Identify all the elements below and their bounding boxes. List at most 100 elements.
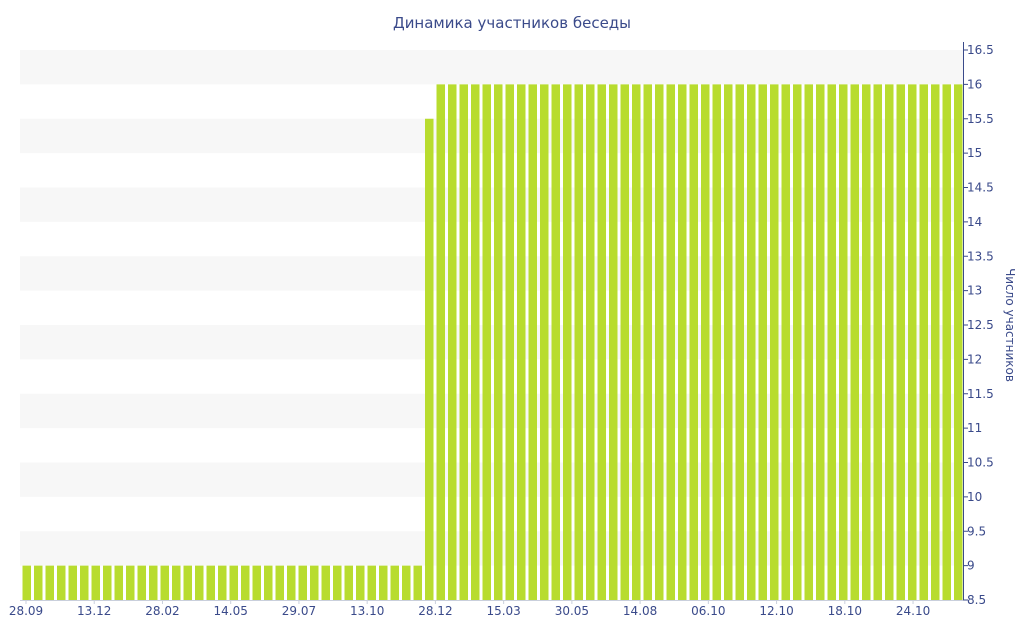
x-tick-label: 12.10 [759,604,793,618]
bar[interactable] [574,84,584,601]
bar[interactable] [172,565,181,601]
bar[interactable] [241,565,250,601]
bar[interactable] [287,565,296,601]
y-tick-label: 14.5 [967,181,994,195]
bar[interactable] [275,565,285,601]
bar[interactable] [609,84,618,601]
x-tick-label: 24.10 [896,604,930,618]
bar[interactable] [218,565,227,601]
bar[interactable] [655,84,664,601]
bar[interactable] [471,84,480,601]
bar[interactable] [885,84,894,601]
bar[interactable] [540,84,549,601]
bar[interactable] [482,84,492,601]
bar[interactable] [931,84,940,601]
bar[interactable] [390,565,400,601]
bar[interactable] [413,565,423,601]
bar[interactable] [45,565,54,601]
bar[interactable] [310,565,319,601]
bar[interactable] [264,565,273,601]
x-tick-label: 06.10 [691,604,725,618]
bar[interactable] [816,84,825,601]
bar[interactable] [206,565,216,601]
bar[interactable] [942,84,952,601]
bar[interactable] [804,84,814,601]
y-tick-label: 10 [967,490,982,504]
x-tick-label: 13.12 [77,604,111,618]
y-tick-label: 9.5 [967,524,986,538]
x-tick-label: 30.05 [555,604,589,618]
bar[interactable] [758,84,768,601]
y-tick-label: 15 [967,146,982,160]
bar[interactable] [678,84,687,601]
x-tick-label: 28.02 [145,604,179,618]
bar[interactable] [298,565,308,601]
grid-band [20,50,963,85]
bar[interactable] [632,84,641,601]
bar[interactable] [586,84,595,601]
bar[interactable] [551,84,561,601]
bar[interactable] [80,565,89,601]
bar[interactable] [643,84,653,601]
bar[interactable] [344,565,354,601]
bar[interactable] [33,565,43,601]
bar[interactable] [229,565,239,601]
bar[interactable] [827,84,837,601]
bar[interactable] [459,84,469,601]
bar[interactable] [494,84,503,601]
x-tick-label: 18.10 [828,604,862,618]
bar[interactable] [666,84,676,601]
y-tick-label: 13 [967,284,982,298]
bar[interactable] [781,84,791,601]
bar[interactable] [149,565,158,601]
bar[interactable] [908,84,917,601]
bar[interactable] [114,565,124,601]
bar[interactable] [448,84,457,601]
bar[interactable] [793,84,802,601]
bar[interactable] [425,118,434,600]
bar[interactable] [195,565,204,601]
bar[interactable] [183,565,193,601]
bar[interactable] [333,565,342,601]
bar[interactable] [850,84,860,601]
bar[interactable] [126,565,135,601]
y-tick-label: 13.5 [967,249,994,263]
bar[interactable] [620,84,630,601]
bar[interactable] [839,84,848,601]
y-tick-label: 12.5 [967,318,994,332]
bar[interactable] [701,84,710,601]
bar[interactable] [954,84,963,601]
bar[interactable] [103,565,112,601]
bar[interactable] [724,84,733,601]
bar[interactable] [735,84,745,601]
bar[interactable] [862,84,871,601]
y-tick-label: 16 [967,77,982,91]
bar[interactable] [919,84,929,601]
bar[interactable] [747,84,756,601]
bar[interactable] [22,565,32,601]
bar[interactable] [252,565,262,601]
y-axis-label: Число участников [1003,268,1017,382]
bar[interactable] [91,565,101,601]
bar[interactable] [356,565,365,601]
bar[interactable] [436,84,446,601]
bar[interactable] [517,84,526,601]
bar[interactable] [597,84,607,601]
bar[interactable] [160,565,170,601]
bar[interactable] [68,565,78,601]
bar[interactable] [56,565,66,601]
bar[interactable] [379,565,388,601]
bar[interactable] [367,565,377,601]
bar[interactable] [563,84,572,601]
x-tick-label: 14.05 [214,604,248,618]
bar[interactable] [712,84,722,601]
bar[interactable] [505,84,515,601]
bar[interactable] [873,84,883,601]
bar[interactable] [528,84,538,601]
bar[interactable] [689,84,699,601]
bar[interactable] [896,84,906,601]
bar[interactable] [137,565,147,601]
bar[interactable] [321,565,331,601]
bar[interactable] [770,84,779,601]
bar[interactable] [402,565,411,601]
